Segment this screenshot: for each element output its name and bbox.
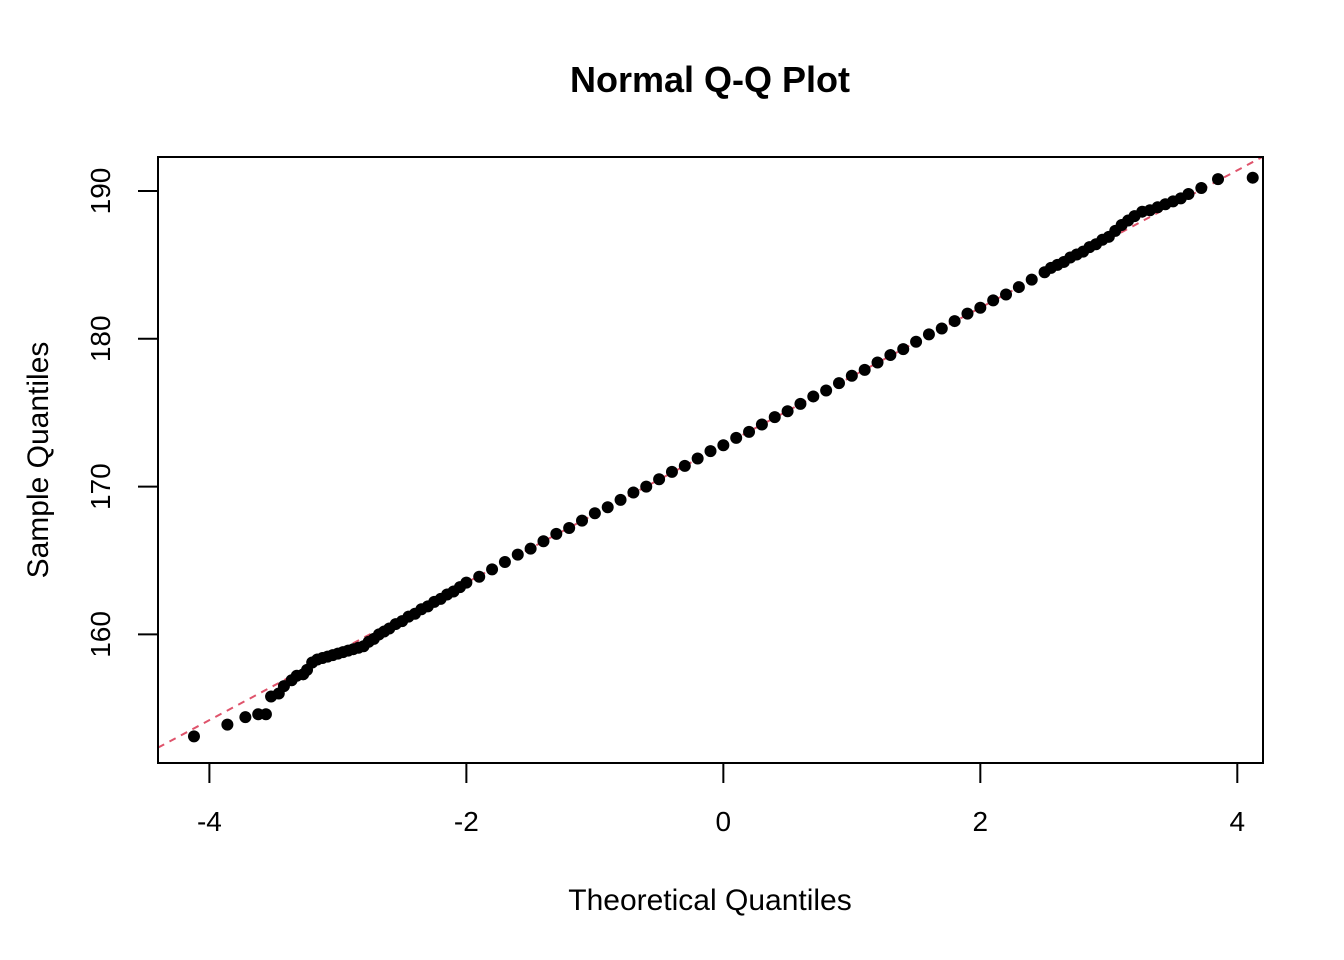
data-point: [730, 431, 743, 444]
data-point: [704, 445, 717, 458]
data-point: [473, 570, 486, 583]
data-point: [511, 548, 524, 561]
y-tick-label: 170: [85, 463, 116, 510]
data-point: [486, 563, 499, 576]
x-axis-label: Theoretical Quantiles: [568, 884, 851, 917]
data-point: [576, 514, 589, 527]
x-axis: -4 -2 0 2 4: [197, 762, 1246, 837]
data-point: [1182, 187, 1195, 200]
y-axis-label: Sample Quantiles: [22, 342, 55, 579]
data-point: [987, 294, 1000, 307]
data-point: [794, 397, 807, 410]
data-point: [961, 307, 974, 320]
data-point: [820, 384, 833, 397]
data-point: [678, 459, 691, 472]
data-point: [614, 493, 627, 506]
x-tick-label: -4: [197, 806, 222, 837]
data-point: [665, 465, 678, 478]
data-point: [653, 473, 666, 486]
data-point: [717, 439, 730, 452]
data-point: [627, 486, 640, 499]
data-point: [922, 328, 935, 341]
data-point: [259, 708, 272, 721]
data-point: [537, 535, 550, 548]
data-point: [601, 501, 614, 514]
data-point: [755, 418, 768, 431]
data-point: [871, 356, 884, 369]
data-point: [974, 301, 987, 314]
y-tick-label: 180: [85, 315, 116, 362]
data-point: [781, 405, 794, 418]
data-point: [884, 349, 897, 362]
x-tick-label: 2: [973, 806, 989, 837]
data-point: [948, 315, 961, 328]
data-point: [1012, 281, 1025, 294]
data-point: [239, 711, 252, 724]
y-axis: 160 170 180 190: [85, 168, 159, 658]
x-tick-label: -2: [454, 806, 479, 837]
data-point: [832, 377, 845, 390]
data-point: [460, 576, 473, 589]
x-tick-label: 4: [1230, 806, 1246, 837]
data-point: [858, 363, 871, 376]
y-tick-label: 160: [85, 611, 116, 658]
data-point: [187, 730, 200, 743]
data-point: [743, 425, 756, 438]
data-point: [550, 527, 563, 540]
data-point: [1246, 171, 1259, 184]
data-point: [1195, 182, 1208, 195]
data-point: [1025, 273, 1038, 286]
data-point: [563, 521, 576, 534]
data-point: [807, 390, 820, 403]
x-tick-label: 0: [716, 806, 732, 837]
data-point: [1212, 173, 1225, 186]
data-point: [935, 322, 948, 335]
y-tick-label: 190: [85, 168, 116, 215]
data-point: [897, 343, 910, 356]
data-point: [221, 718, 234, 731]
data-point: [768, 411, 781, 424]
chart-title: Normal Q-Q Plot: [570, 59, 850, 100]
plot-frame: [157, 156, 1264, 764]
data-point: [588, 507, 601, 520]
data-point: [524, 542, 537, 555]
data-point: [1000, 288, 1013, 301]
data-point: [910, 335, 923, 348]
data-point: [498, 555, 511, 568]
points-layer: [187, 171, 1259, 743]
data-point: [845, 369, 858, 382]
data-point: [640, 480, 653, 493]
data-point: [691, 452, 704, 465]
